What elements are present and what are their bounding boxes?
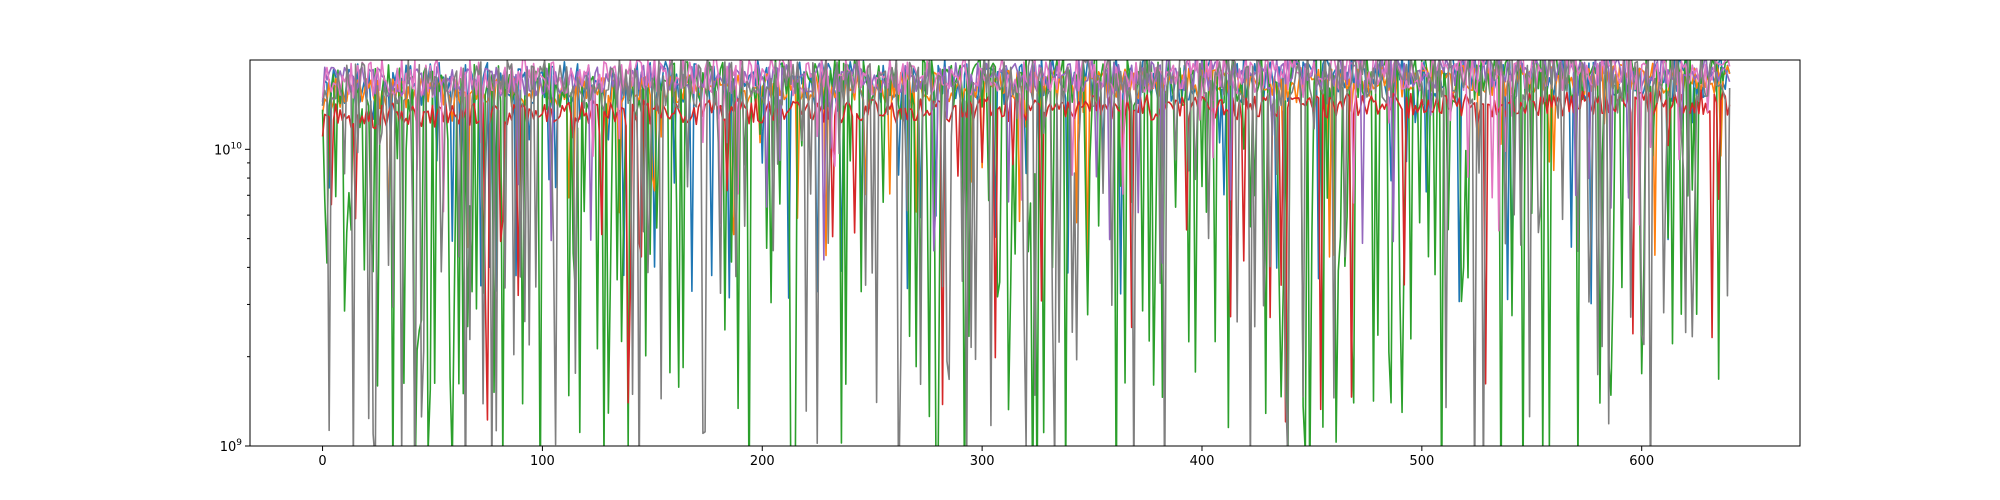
x-tick-label: 400 — [1190, 454, 1215, 469]
x-tick-label: 100 — [530, 454, 555, 469]
y-tick-base: 10 — [220, 440, 237, 455]
y-tick-exponent: 10 — [231, 141, 243, 151]
x-tick-label: 200 — [750, 454, 775, 469]
y-tick-exponent: 9 — [236, 438, 242, 448]
y-tick-base: 10 — [214, 143, 231, 158]
y-tick-label: 1010 — [214, 141, 242, 158]
series-line-7 — [321, 60, 1731, 446]
x-tick-label: 500 — [1409, 454, 1434, 469]
series-layer — [321, 60, 1731, 446]
x-tick-label: 600 — [1629, 454, 1654, 469]
x-tick-label: 0 — [318, 454, 326, 469]
x-tick-label: 300 — [970, 454, 995, 469]
x-axis: 0 100 200 300 400 500 600 — [318, 446, 1654, 469]
axes-frame — [249, 59, 1801, 447]
y-tick-label: 109 — [220, 438, 243, 455]
